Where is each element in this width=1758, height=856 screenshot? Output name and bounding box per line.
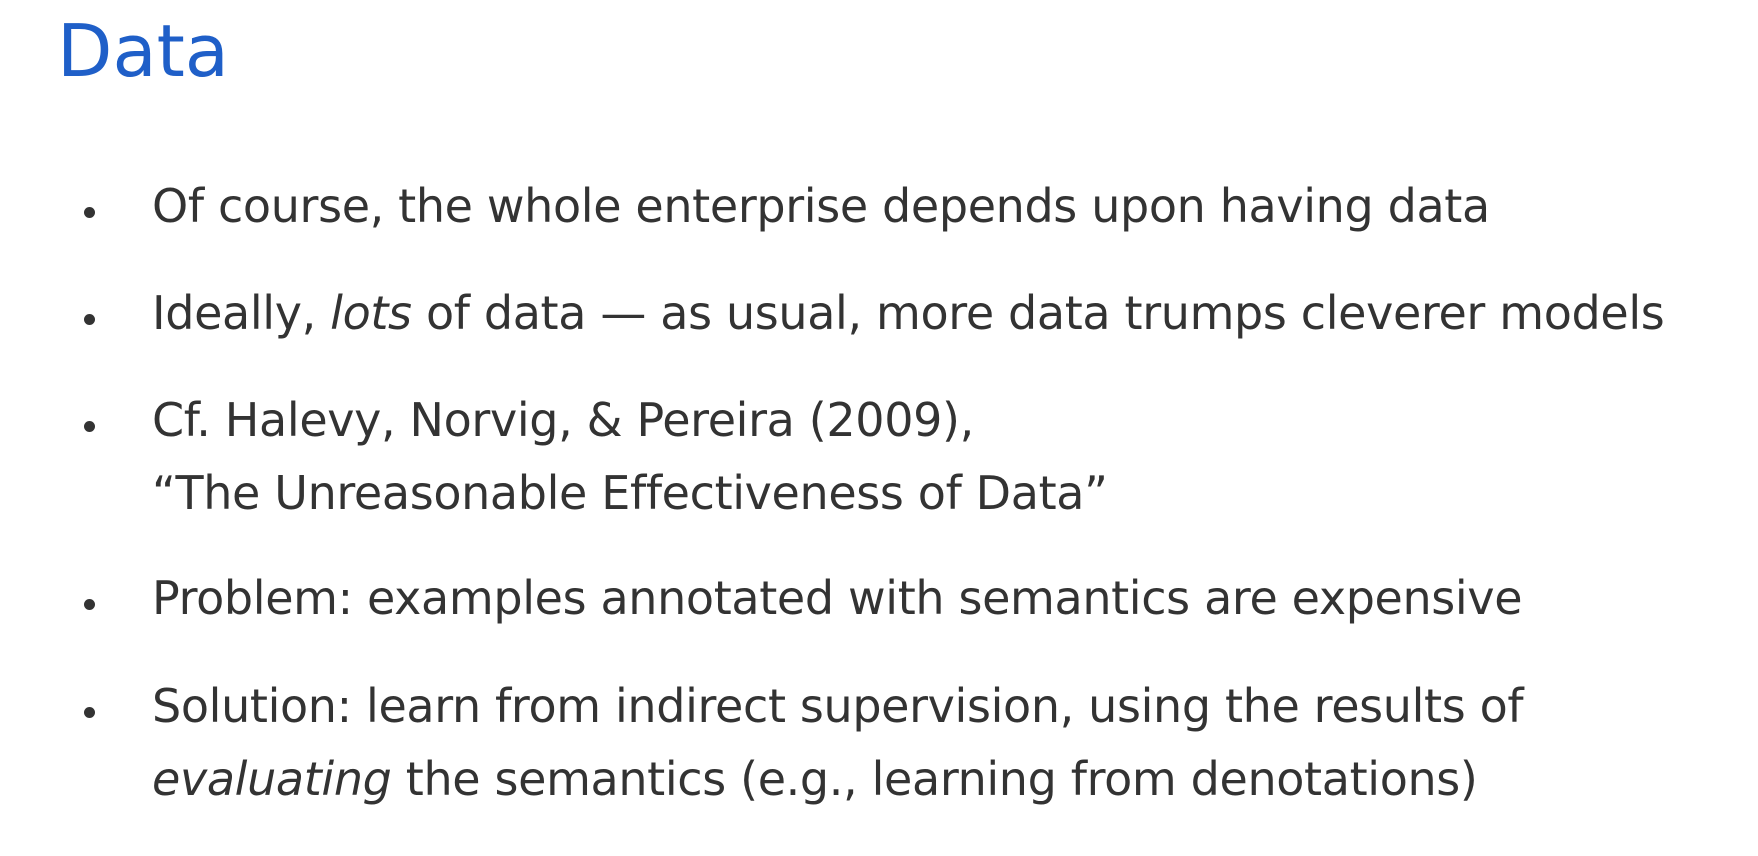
bullet-text-emphasis: lots	[330, 286, 412, 340]
bullet-text-segment: of data — as usual, more data trumps cle…	[411, 286, 1665, 340]
bullet-text: Ideally, lots of data — as usual, more d…	[152, 277, 1665, 350]
bullet-text-emphasis: evaluating	[152, 752, 392, 806]
bullet-dot-icon	[84, 207, 95, 218]
bullet-text: Solution: learn from indirect supervisio…	[152, 670, 1524, 816]
bullet-dot-icon	[84, 707, 95, 718]
bullet-text: Of course, the whole enterprise depends …	[152, 170, 1490, 243]
bullet-dot-icon	[84, 599, 95, 610]
bullet-text-segment: “The Unreasonable Effectiveness of Data”	[152, 466, 1108, 520]
bullet-text: Cf. Halevy, Norvig, & Pereira (2009), “Th…	[152, 384, 1108, 530]
bullet-text-segment: the semantics (e.g., learning from denot…	[391, 752, 1478, 806]
bullet-text-segment: Cf. Halevy, Norvig, & Pereira (2009),	[152, 393, 974, 447]
slide-title: Data	[57, 9, 229, 93]
bullet-text-segment: Solution: learn from indirect supervisio…	[152, 679, 1524, 733]
bullet-text-segment: Of course, the whole enterprise depends …	[152, 179, 1490, 233]
bullet-text-segment: Ideally,	[152, 286, 331, 340]
bullet-dot-icon	[84, 314, 95, 325]
bullet-dot-icon	[84, 421, 95, 432]
bullet-text: Problem: examples annotated with semanti…	[152, 562, 1523, 635]
bullet-text-segment: Problem: examples annotated with semanti…	[152, 571, 1523, 625]
